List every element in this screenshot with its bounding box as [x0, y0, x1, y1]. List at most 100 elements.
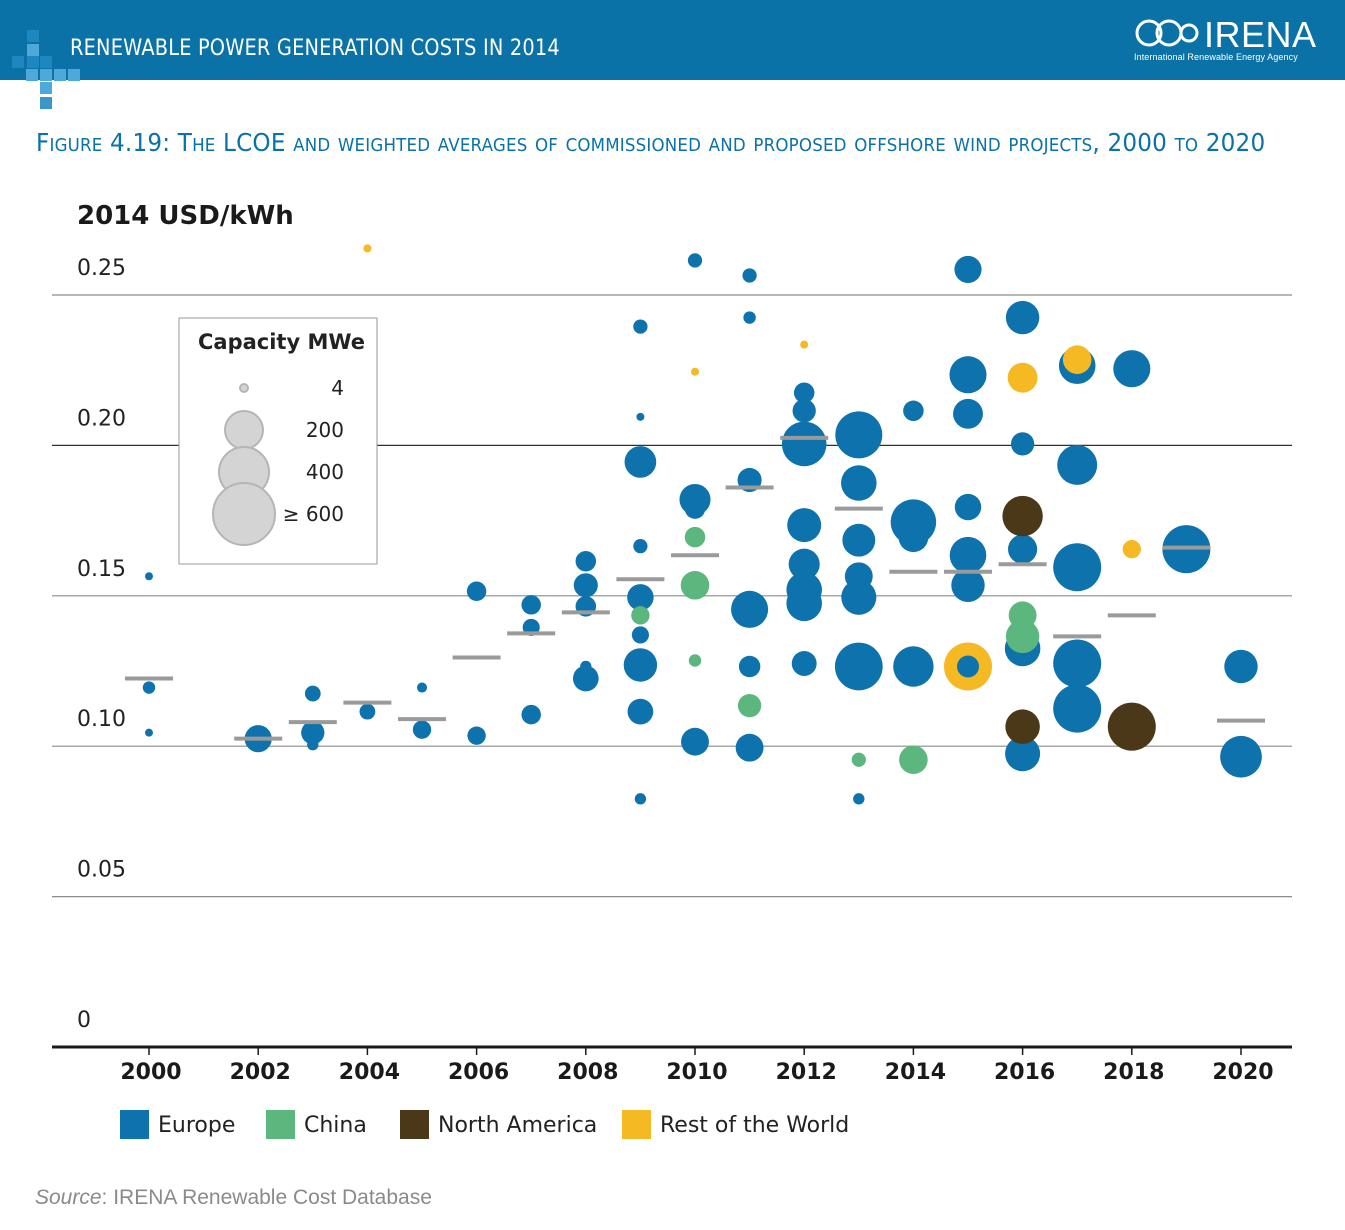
data-point-europe — [145, 728, 153, 737]
data-point-europe — [731, 590, 769, 628]
data-point-rest-of-the-world — [363, 244, 372, 253]
data-point-europe — [738, 655, 761, 678]
legend-swatch — [622, 1110, 651, 1139]
x-tick-label: 2010 — [666, 1060, 727, 1085]
data-point-china — [851, 752, 866, 767]
legend-label: North America — [438, 1113, 597, 1138]
data-point-europe — [307, 739, 319, 751]
y-tick-label: 0.10 — [77, 707, 126, 732]
x-tick-label: 2006 — [448, 1060, 509, 1085]
legend-swatch — [400, 1110, 429, 1139]
data-point-europe — [949, 356, 987, 394]
data-point-china — [688, 654, 702, 667]
data-point-europe — [521, 704, 541, 725]
size-legend-label: 200 — [306, 418, 344, 442]
data-point-europe — [633, 319, 648, 334]
data-point-europe — [467, 726, 486, 745]
data-point-europe — [636, 412, 645, 421]
data-point-europe — [142, 681, 156, 694]
size-legend-title: Capacity MWe — [198, 330, 365, 354]
data-point-europe — [1010, 432, 1035, 456]
data-point-europe — [853, 793, 865, 805]
data-point-europe — [304, 685, 321, 702]
header-band — [0, 0, 1345, 80]
y-tick-label: 0.15 — [77, 557, 126, 582]
data-point-europe — [898, 522, 929, 553]
data-point-china — [899, 745, 928, 775]
x-tick-label: 2004 — [339, 1060, 400, 1085]
data-point-europe — [684, 498, 706, 519]
legend-swatch — [120, 1110, 149, 1139]
logo-wordmark: IRENA — [1204, 14, 1317, 55]
data-point-rest-of-the-world — [800, 340, 809, 349]
data-point-europe — [627, 584, 654, 611]
data-point-europe — [841, 465, 877, 501]
data-point-europe — [841, 579, 877, 615]
x-tick-label: 2016 — [994, 1060, 1055, 1085]
data-point-europe — [954, 255, 982, 284]
y-tick-label: 0.20 — [77, 406, 126, 431]
legend-label: Rest of the World — [660, 1113, 849, 1138]
data-point-europe — [781, 421, 827, 467]
data-point-europe — [359, 703, 376, 720]
figure-title: Figure 4.19: The LCOE and weighted avera… — [36, 128, 1266, 157]
x-tick-label: 2014 — [885, 1060, 946, 1085]
data-point-north-america — [1005, 709, 1040, 744]
data-point-north-america — [1107, 702, 1156, 751]
data-point-europe — [949, 536, 987, 574]
data-point-europe — [788, 548, 820, 580]
data-point-europe — [842, 523, 876, 557]
data-point-europe — [1053, 684, 1102, 733]
x-tick-label: 2018 — [1103, 1060, 1164, 1085]
size-legend-label: ≥ 600 — [283, 502, 344, 526]
data-point-europe — [145, 572, 153, 581]
data-point-europe — [466, 581, 487, 602]
data-point-europe — [1005, 300, 1040, 335]
data-point-china — [631, 606, 650, 625]
data-point-europe — [735, 733, 764, 762]
data-point-europe — [787, 508, 822, 543]
data-point-europe — [624, 446, 657, 478]
size-legend-bubble — [212, 482, 276, 546]
y-tick-label: 0.25 — [77, 256, 126, 281]
data-point-europe — [953, 398, 983, 429]
data-point-rest-of-the-world — [691, 367, 699, 376]
data-point-europe — [573, 573, 598, 598]
data-point-europe — [893, 646, 934, 687]
data-point-europe — [416, 682, 428, 693]
data-point-rest-of-the-world — [1007, 362, 1038, 393]
data-point-europe — [631, 626, 649, 644]
source-label: Source — [35, 1186, 102, 1209]
data-point-rest-of-the-world — [1122, 540, 1141, 559]
x-tick-label: 2020 — [1212, 1060, 1273, 1085]
data-point-europe — [1005, 736, 1041, 772]
data-point-europe — [575, 550, 597, 572]
data-point-europe — [954, 493, 982, 521]
size-legend: Capacity MWe 4 200 400 ≥ 600 — [178, 317, 378, 565]
data-point-europe — [572, 665, 599, 692]
decorative-squares-icon — [12, 30, 80, 109]
data-point-europe — [623, 648, 658, 682]
data-point-europe — [412, 720, 432, 739]
irena-globe-icon — [1135, 19, 1199, 47]
data-point-europe — [835, 411, 883, 459]
x-tick-label: 2012 — [776, 1060, 837, 1085]
data-point-europe — [903, 400, 924, 422]
legend-label: Europe — [158, 1113, 235, 1138]
data-point-europe — [951, 568, 985, 602]
data-point-europe — [1220, 735, 1262, 778]
data-point-china — [684, 526, 706, 548]
data-point-north-america — [1002, 495, 1043, 537]
source-note: Source: IRENA Renewable Cost Database — [35, 1186, 432, 1210]
data-point-rest-of-the-world — [1062, 345, 1092, 374]
size-legend-bubble — [224, 410, 264, 450]
data-point-europe — [1113, 350, 1151, 388]
data-point-europe — [687, 253, 703, 268]
data-point-europe — [1053, 639, 1102, 688]
legend-swatch — [266, 1110, 295, 1139]
x-tick-label: 2000 — [120, 1060, 181, 1085]
data-point-europe — [1053, 543, 1102, 592]
size-legend-box — [178, 317, 378, 565]
data-point-europe — [786, 585, 822, 622]
data-point-europe — [634, 793, 647, 805]
